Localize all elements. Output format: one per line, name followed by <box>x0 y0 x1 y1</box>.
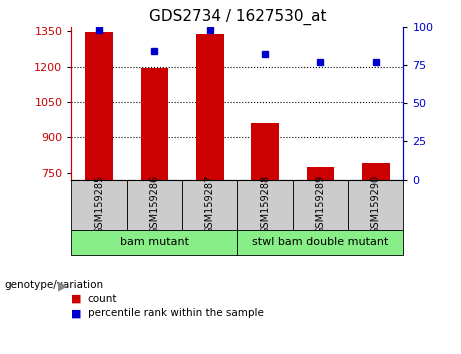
Text: ■: ■ <box>71 294 82 304</box>
FancyBboxPatch shape <box>71 230 237 255</box>
Text: GSM159287: GSM159287 <box>205 175 215 234</box>
Text: percentile rank within the sample: percentile rank within the sample <box>88 308 264 318</box>
Text: ▶: ▶ <box>58 279 67 292</box>
Text: GSM159290: GSM159290 <box>371 175 381 234</box>
Text: GSM159285: GSM159285 <box>94 175 104 234</box>
Text: ■: ■ <box>71 308 82 318</box>
Bar <box>307 167 334 180</box>
Text: GSM159289: GSM159289 <box>315 175 325 234</box>
FancyBboxPatch shape <box>71 180 127 230</box>
FancyBboxPatch shape <box>348 180 403 230</box>
Text: genotype/variation: genotype/variation <box>5 280 104 290</box>
Title: GDS2734 / 1627530_at: GDS2734 / 1627530_at <box>148 9 326 25</box>
FancyBboxPatch shape <box>293 180 348 230</box>
Text: count: count <box>88 294 117 304</box>
FancyBboxPatch shape <box>127 180 182 230</box>
Bar <box>362 163 390 180</box>
Bar <box>141 68 168 180</box>
Bar <box>251 123 279 180</box>
FancyBboxPatch shape <box>237 230 403 255</box>
Bar <box>196 34 224 180</box>
Bar <box>85 33 113 180</box>
Text: GSM159286: GSM159286 <box>149 175 160 234</box>
FancyBboxPatch shape <box>182 180 237 230</box>
FancyBboxPatch shape <box>237 180 293 230</box>
Text: GSM159288: GSM159288 <box>260 175 270 234</box>
Text: stwl bam double mutant: stwl bam double mutant <box>252 237 389 247</box>
Text: bam mutant: bam mutant <box>120 237 189 247</box>
